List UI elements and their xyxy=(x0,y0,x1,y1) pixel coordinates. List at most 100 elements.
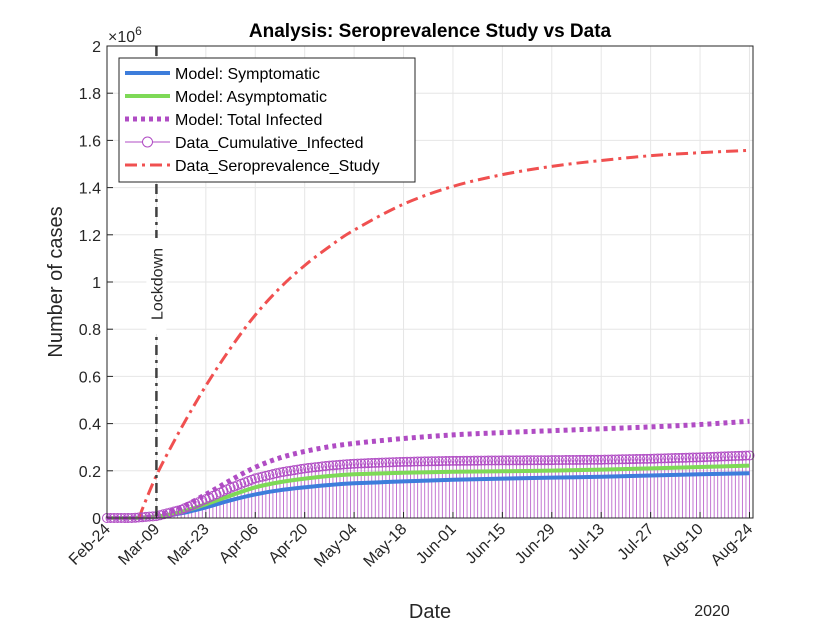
data-marker xyxy=(659,453,670,464)
data-marker xyxy=(324,460,335,471)
data-marker xyxy=(133,512,144,523)
data-marker xyxy=(620,454,631,465)
data-marker xyxy=(652,453,663,464)
data-marker xyxy=(416,456,427,467)
data-marker xyxy=(405,456,416,467)
data-marker xyxy=(606,454,617,465)
lockdown-label-bg xyxy=(146,238,167,334)
data-marker xyxy=(733,450,744,461)
data-marker xyxy=(430,456,441,467)
data-marker xyxy=(596,454,607,465)
data-marker xyxy=(627,454,638,465)
data-marker xyxy=(666,453,677,464)
data-marker xyxy=(147,511,158,522)
data-marker xyxy=(377,457,388,468)
data-marker xyxy=(303,463,314,474)
data-marker xyxy=(522,455,533,466)
y-exponent-power: 6 xyxy=(135,24,142,38)
data-marker xyxy=(599,454,610,465)
data-marker xyxy=(698,452,709,463)
data-marker xyxy=(479,455,490,466)
y-tick-label: 1.4 xyxy=(79,181,101,198)
data-marker xyxy=(673,452,684,463)
data-marker xyxy=(144,511,155,522)
data-marker xyxy=(447,455,458,466)
data-marker xyxy=(589,454,600,465)
y-tick-label: 1.6 xyxy=(79,133,101,150)
data-marker xyxy=(292,464,303,475)
data-marker xyxy=(296,464,307,475)
data-marker xyxy=(472,455,483,466)
data-marker xyxy=(278,466,289,477)
data-marker xyxy=(709,451,720,462)
data-marker xyxy=(387,457,398,468)
data-marker xyxy=(274,467,285,478)
data-marker xyxy=(257,471,268,482)
data-marker xyxy=(691,452,702,463)
data-marker xyxy=(603,454,614,465)
data-marker xyxy=(507,455,518,466)
data-marker xyxy=(483,455,494,466)
y-tick-label: 0.6 xyxy=(79,369,101,386)
legend-label: Model: Symptomatic xyxy=(175,66,320,83)
data-marker xyxy=(716,451,727,462)
series-line-4 xyxy=(137,148,750,519)
data-marker xyxy=(504,455,515,466)
data-marker xyxy=(613,454,624,465)
data-marker xyxy=(373,457,384,468)
data-marker xyxy=(370,457,381,468)
data-marker xyxy=(306,462,317,473)
data-marker xyxy=(592,454,603,465)
data-marker xyxy=(656,453,667,464)
data-marker xyxy=(719,451,730,462)
y-tick-label: 0.2 xyxy=(79,464,101,481)
data-marker xyxy=(712,451,723,462)
data-marker xyxy=(260,470,271,481)
data-marker xyxy=(684,452,695,463)
data-marker xyxy=(702,452,713,463)
data-marker xyxy=(165,507,176,518)
data-marker xyxy=(320,461,331,472)
data-marker xyxy=(137,512,148,523)
data-marker xyxy=(391,457,402,468)
data-marker xyxy=(560,455,571,466)
data-marker xyxy=(645,453,656,464)
data-marker xyxy=(543,455,554,466)
data-marker xyxy=(726,451,737,462)
data-marker xyxy=(532,455,543,466)
data-marker xyxy=(486,455,497,466)
series-line-1 xyxy=(106,463,750,521)
data-marker xyxy=(564,455,575,466)
data-marker xyxy=(578,454,589,465)
data-marker xyxy=(398,456,409,467)
y-tick-label: 2 xyxy=(92,39,101,56)
data-marker xyxy=(582,454,593,465)
data-marker xyxy=(345,458,356,469)
legend-swatch-marker xyxy=(142,136,153,148)
data-marker xyxy=(490,455,501,466)
data-markers xyxy=(102,450,755,523)
data-marker xyxy=(349,458,360,469)
data-marker xyxy=(359,458,370,469)
data-marker xyxy=(366,458,377,469)
y-exponent-base: ×10 xyxy=(108,29,135,46)
data-marker xyxy=(327,460,338,471)
legend-label: Model: Total Infected xyxy=(175,112,322,129)
data-marker xyxy=(571,454,582,465)
data-marker xyxy=(289,465,300,476)
data-marker xyxy=(313,461,324,472)
data-marker xyxy=(723,451,734,462)
data-marker xyxy=(444,455,455,466)
legend-label: Model: Asymptomatic xyxy=(175,89,327,106)
data-marker xyxy=(744,450,755,461)
data-marker xyxy=(282,466,293,477)
data-marker xyxy=(642,453,653,464)
data-marker xyxy=(299,463,310,474)
data-marker xyxy=(539,455,550,466)
y-axis-label: Number of cases xyxy=(45,206,67,357)
data-marker xyxy=(670,453,681,464)
data-marker xyxy=(705,451,716,462)
data-marker xyxy=(462,455,473,466)
y-tick-label: 0.4 xyxy=(79,417,101,434)
